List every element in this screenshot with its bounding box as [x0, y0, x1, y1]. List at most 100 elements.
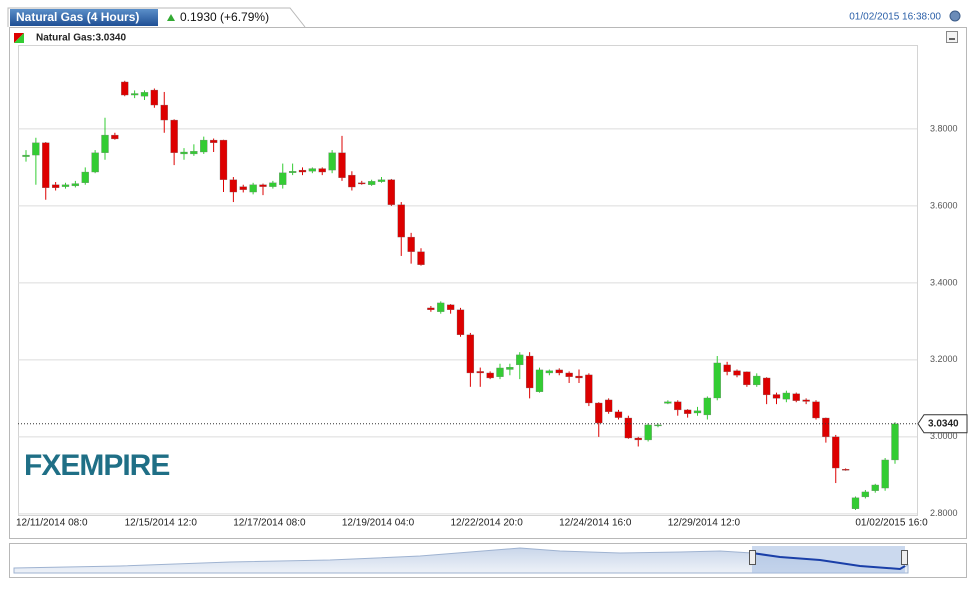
- candle-body: [358, 182, 366, 185]
- y-tick-label: 3.0000: [930, 431, 958, 441]
- candle-body: [585, 374, 593, 404]
- candle-body: [328, 152, 336, 171]
- candle-body: [308, 168, 317, 172]
- minimize-button[interactable]: [946, 31, 958, 43]
- candle-body: [743, 371, 751, 386]
- navigator-line: [751, 552, 906, 571]
- y-tick-label: 3.2000: [930, 354, 958, 364]
- candle-body: [802, 399, 810, 402]
- candle-body: [693, 410, 702, 414]
- candle-body: [516, 354, 524, 366]
- candle-body: [535, 369, 544, 392]
- candle-body: [575, 375, 583, 379]
- candle-body: [664, 401, 672, 404]
- candle-body: [417, 251, 425, 265]
- candle-body: [782, 392, 791, 400]
- candle-body: [604, 399, 613, 412]
- candle-body: [506, 367, 514, 370]
- candle-body: [595, 402, 603, 424]
- candle-body: [111, 134, 119, 140]
- candle-body: [762, 377, 771, 396]
- candle-body: [338, 152, 346, 178]
- candle-body: [861, 491, 870, 498]
- candle-body: [22, 154, 30, 157]
- candle-body: [407, 236, 415, 252]
- candle-body: [377, 179, 386, 182]
- candle-body: [654, 424, 662, 427]
- candle-body: [190, 151, 198, 155]
- candle-body: [733, 370, 741, 376]
- up-arrow: [167, 14, 175, 21]
- candle-body: [723, 364, 731, 372]
- candle-body: [298, 169, 307, 173]
- candle-body: [140, 92, 149, 97]
- candle-body: [130, 93, 139, 96]
- candle-body: [42, 142, 50, 188]
- candle-body: [614, 411, 623, 418]
- candle-body: [851, 497, 860, 509]
- navigator-area: [13, 547, 909, 574]
- candle-body: [891, 423, 899, 461]
- candle-body: [170, 119, 178, 153]
- y-tick-label: 2.8000: [930, 508, 958, 518]
- candle-body: [881, 459, 889, 489]
- candle-body: [71, 183, 80, 187]
- candle-body: [249, 184, 257, 193]
- settings-button[interactable]: [949, 10, 961, 22]
- candle-body: [496, 367, 504, 377]
- candle-body: [871, 484, 879, 491]
- candle-body: [476, 371, 484, 374]
- title-tab: [10, 9, 158, 26]
- candle-body: [101, 134, 109, 153]
- x-tick-label: 12/17/2014 08:0: [233, 518, 306, 529]
- candle-body: [348, 174, 356, 188]
- candle-body: [121, 81, 129, 96]
- candle-body: [61, 184, 70, 187]
- candle-body: [259, 184, 267, 187]
- y-tick-label: 3.6000: [930, 200, 958, 210]
- x-tick-label: 12/22/2014 20:0: [451, 518, 524, 529]
- y-tick-label: 3.8000: [930, 123, 958, 133]
- candle-body: [32, 142, 40, 156]
- candle-body: [624, 417, 633, 439]
- candle-body: [288, 171, 297, 173]
- candle-body: [683, 409, 692, 414]
- candle-body: [674, 401, 682, 411]
- candle-body: [703, 397, 712, 416]
- candle-body: [486, 372, 494, 379]
- candle-body: [812, 401, 820, 419]
- navigator-selection[interactable]: [752, 546, 905, 573]
- candle-body: [822, 417, 830, 438]
- x-tick-label: 12/11/2014 08:0: [16, 518, 88, 529]
- x-tick-label: 12/15/2014 12:0: [125, 518, 198, 529]
- candle-body: [367, 181, 376, 185]
- navigator-handle-left[interactable]: [749, 550, 756, 565]
- candle-body: [753, 375, 761, 386]
- candle-body: [772, 394, 781, 399]
- candle-body: [150, 89, 159, 106]
- change-text: 0.1930 (+6.79%): [180, 10, 269, 24]
- candle-body: [841, 469, 850, 471]
- candle-body: [229, 179, 238, 193]
- candle-body: [387, 179, 396, 205]
- candle-body: [239, 186, 247, 190]
- plot-area: [18, 45, 918, 516]
- candle-body: [545, 370, 554, 374]
- candle-body: [209, 139, 218, 143]
- candle-body: [81, 171, 89, 183]
- candle-body: [565, 372, 573, 377]
- candle-body: [200, 139, 208, 153]
- legend-icon-up: [14, 33, 24, 43]
- navigator-handle-right[interactable]: [901, 550, 908, 565]
- candle-body: [269, 182, 277, 187]
- candle-body: [318, 168, 326, 173]
- candle-body: [279, 172, 287, 185]
- candle-body: [555, 369, 563, 374]
- candle-body: [634, 437, 642, 441]
- legend-label: Natural Gas:3.0340: [36, 33, 126, 44]
- candle-body: [456, 309, 465, 336]
- chart-title: Natural Gas (4 Hours): [16, 10, 139, 24]
- x-tick-label: 12/19/2014 04:0: [342, 518, 415, 529]
- timestamp: 01/02/2015 16:38:00: [849, 12, 941, 23]
